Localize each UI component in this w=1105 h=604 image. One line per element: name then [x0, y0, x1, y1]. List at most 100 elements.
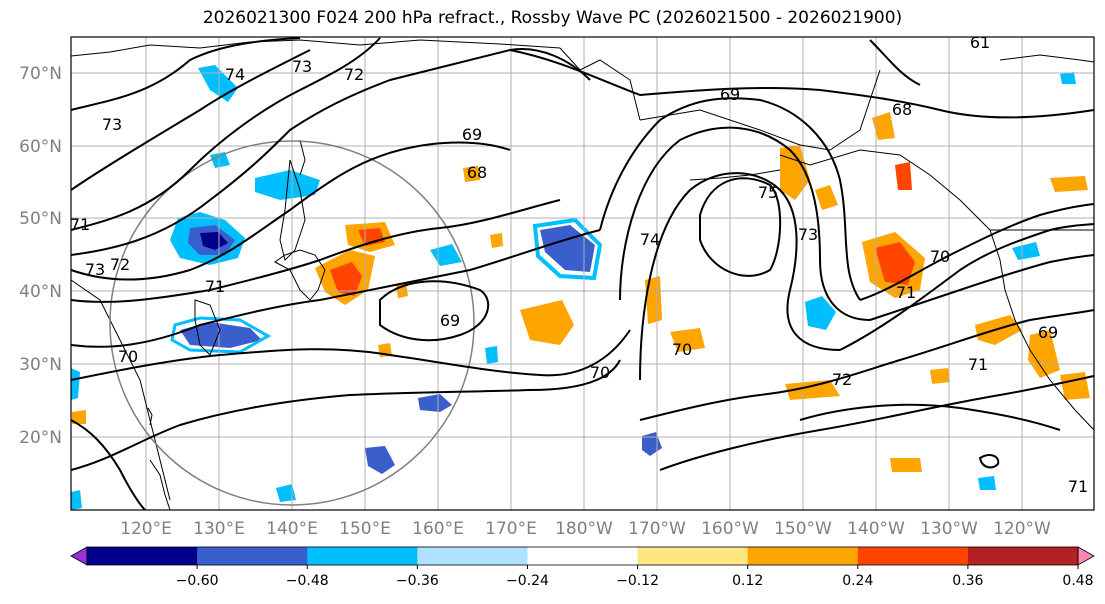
pos-anomaly-c2: [645, 276, 662, 324]
refractivity-contours: [70, 37, 1095, 511]
colorbar-box: [857, 547, 969, 565]
contour-north-2: [869, 39, 921, 86]
pos-anomaly-sub1: [785, 380, 840, 400]
colorbar-box: [307, 547, 418, 565]
contour-ridge-2: [619, 126, 871, 321]
lon-label-120w: 120°W: [993, 519, 1051, 539]
lat-label-30n: 30°N: [19, 355, 62, 375]
map-background: [71, 37, 1094, 510]
pos-anomaly-e3: [1050, 176, 1088, 192]
contour-label: 70: [118, 347, 138, 366]
contour-label: 69: [720, 85, 740, 104]
colorbar-box: [747, 547, 859, 565]
pos-anomaly-sm4: [463, 166, 480, 182]
lat-label-60n: 60°N: [19, 137, 62, 157]
coast-alaska-south: [779, 149, 991, 231]
contour-line-3: [70, 37, 381, 231]
colorbar-box: [417, 547, 528, 565]
contour-small-loop: [978, 454, 1000, 469]
colorbar-segments: [70, 546, 1095, 566]
coast-kamchatka: [279, 159, 306, 261]
contour-east-4: [639, 309, 1095, 421]
colorbar-tick-label: 0.36: [952, 573, 983, 589]
neg-anomaly-japan-sea-core2: [200, 232, 228, 250]
pos-anomaly-sub2: [890, 458, 922, 472]
contour-label: 70: [672, 340, 692, 359]
longitude-labels: 120°E 130°E 140°E 150°E 160°E 170°E 180°…: [120, 519, 1051, 539]
coast-na-west: [989, 229, 1095, 431]
lon-label-180w: 180°W: [555, 519, 613, 539]
pos-anomaly-japan-east-core: [330, 262, 362, 296]
lon-label-130w: 130°W: [920, 519, 978, 539]
pos-anomaly-npac2: [815, 185, 838, 210]
pos-anomaly-sm6: [490, 233, 503, 248]
lon-label-120e: 120°E: [120, 519, 172, 539]
neg-anomaly-sm2: [1060, 72, 1076, 84]
contour-line-2: [70, 49, 311, 191]
contour-label: 71: [896, 283, 916, 302]
contour-ridge-1: [599, 97, 861, 301]
neg-anomaly-s2: [365, 446, 395, 474]
pos-anomaly-alaska2: [895, 162, 912, 190]
lon-label-140e: 140°E: [266, 519, 318, 539]
contour-label: 71: [70, 215, 90, 234]
lon-label-170w: 170°W: [628, 519, 686, 539]
lon-label-140w: 140°W: [847, 519, 905, 539]
colorbar-border: [86, 546, 1079, 566]
coast-taiwan: [147, 407, 153, 426]
lon-label-160w: 160°W: [701, 519, 759, 539]
colorbar-extend-high: [1077, 546, 1095, 566]
pos-anomaly-e1: [975, 315, 1022, 345]
map-title: 2026021300 F024 200 hPa refract., Rossby…: [202, 8, 903, 28]
pos-anomaly-c3: [670, 328, 705, 352]
pos-anomaly-sm1: [930, 368, 950, 384]
coast-sakhalin: [299, 139, 306, 176]
colorbar-box: [197, 547, 308, 565]
neg-anomaly-okhotsk: [210, 152, 230, 168]
contour-label: 73: [85, 260, 105, 279]
lon-label-170e: 170°E: [485, 519, 537, 539]
neg-anomaly-e4: [276, 484, 296, 502]
contour-line-6: [70, 199, 561, 303]
contour-line-5: [70, 141, 511, 281]
colorbar-ticks: −0.60 −0.48 −0.36 −0.24 −0.12 0.12 0.24 0.36 0.4…: [176, 565, 1094, 589]
contour-label: 69: [1038, 323, 1058, 342]
pos-anomaly-e4: [1060, 372, 1090, 400]
colorbar-tick-label: −0.48: [286, 573, 329, 589]
pos-anomaly-c1: [520, 300, 574, 345]
colorbar-tick-label: −0.12: [616, 573, 659, 589]
coast-arctic-na: [999, 54, 1095, 63]
coast-philippines: [149, 459, 171, 511]
coast-alaska: [639, 69, 881, 151]
contour-line-1: [70, 37, 301, 111]
contour-east-3: [869, 254, 1095, 321]
neg-anomaly-pacific-c: [540, 225, 595, 272]
contour-label: 68: [467, 163, 487, 182]
neg-anomaly-korea: [180, 322, 262, 348]
colorbar-extend-low: [70, 546, 88, 566]
contour-75-loop: [699, 177, 782, 277]
contour-east-1: [839, 223, 1095, 351]
contour-north-1: [509, 49, 1095, 119]
colorbar-box: [967, 547, 1079, 565]
lat-label-50n: 50°N: [19, 209, 62, 229]
contour-label: 72: [832, 370, 852, 389]
contour-sw-1: [70, 419, 146, 511]
coastlines: [70, 39, 1095, 511]
map-frame: [70, 36, 1095, 511]
neg-anomaly-e1: [805, 296, 836, 330]
neg-anomaly-sm1: [978, 476, 996, 490]
contour-east-5: [659, 375, 1095, 471]
contour-69-loop: [379, 280, 490, 342]
colorbar: −0.60 −0.48 −0.36 −0.24 −0.12 0.12 0.24 0.36 0.4…: [70, 546, 1095, 589]
latitude-labels: 70°N 60°N 50°N 40°N 30°N 20°N: [19, 64, 62, 448]
coast-korea: [194, 299, 221, 356]
contour-line-9: [70, 359, 621, 471]
colorbar-tick-label: −0.36: [396, 573, 439, 589]
contour-label: 74: [225, 65, 245, 84]
contour-label: 70: [590, 363, 610, 382]
colorbar-box: [527, 547, 639, 565]
neg-anomaly-w2: [71, 490, 82, 510]
contour-line-7: [70, 229, 601, 348]
coast-asia-north: [70, 39, 561, 57]
